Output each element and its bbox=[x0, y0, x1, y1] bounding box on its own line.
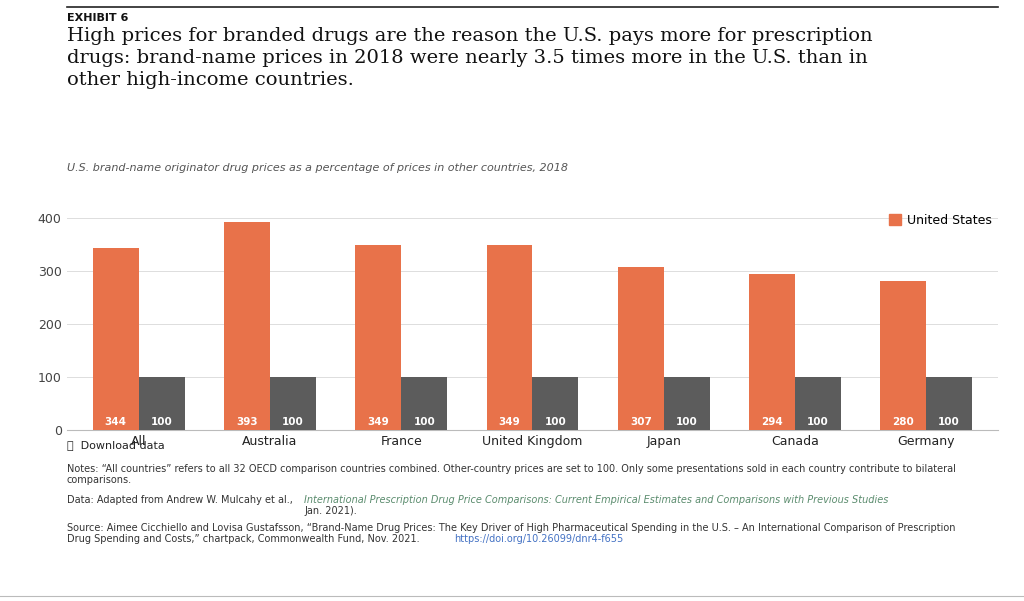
Text: Drug Spending and Costs,” chartpack, Commonwealth Fund, Nov. 2021.: Drug Spending and Costs,” chartpack, Com… bbox=[67, 534, 422, 544]
Text: 100: 100 bbox=[807, 417, 828, 427]
Bar bbox=[138, 377, 184, 430]
Text: Jan. 2021).: Jan. 2021). bbox=[304, 506, 357, 516]
Bar bbox=[224, 222, 270, 430]
Text: 100: 100 bbox=[938, 417, 961, 427]
Text: 100: 100 bbox=[545, 417, 566, 427]
Text: 344: 344 bbox=[104, 417, 127, 427]
Text: 100: 100 bbox=[282, 417, 304, 427]
Text: 294: 294 bbox=[761, 417, 783, 427]
Text: 349: 349 bbox=[499, 417, 520, 427]
Text: 280: 280 bbox=[892, 417, 914, 427]
Bar bbox=[401, 377, 447, 430]
Legend: United States: United States bbox=[889, 213, 992, 227]
Bar bbox=[664, 377, 710, 430]
Text: High prices for branded drugs are the reason the U.S. pays more for prescription: High prices for branded drugs are the re… bbox=[67, 27, 872, 90]
Bar bbox=[486, 245, 532, 430]
Text: 100: 100 bbox=[151, 417, 173, 427]
Text: Data: Adapted from Andrew W. Mulcahy et al.,: Data: Adapted from Andrew W. Mulcahy et … bbox=[67, 495, 296, 505]
Text: ⤓  Download data: ⤓ Download data bbox=[67, 440, 164, 450]
Text: 307: 307 bbox=[630, 417, 651, 427]
Text: 349: 349 bbox=[368, 417, 389, 427]
Bar bbox=[927, 377, 972, 430]
Text: 393: 393 bbox=[237, 417, 258, 427]
Text: EXHIBIT 6: EXHIBIT 6 bbox=[67, 13, 128, 23]
Bar bbox=[881, 281, 927, 430]
Bar bbox=[355, 245, 401, 430]
Text: https://doi.org/10.26099/dnr4-f655: https://doi.org/10.26099/dnr4-f655 bbox=[454, 534, 623, 544]
Text: International Prescription Drug Price Comparisons: Current Empirical Estimates a: International Prescription Drug Price Co… bbox=[304, 495, 889, 505]
Bar bbox=[93, 248, 138, 430]
Bar bbox=[749, 274, 795, 430]
Bar bbox=[270, 377, 316, 430]
Text: 100: 100 bbox=[414, 417, 435, 427]
Text: comparisons.: comparisons. bbox=[67, 475, 132, 485]
Text: Source: Aimee Cicchiello and Lovisa Gustafsson, “Brand-Name Drug Prices: The Key: Source: Aimee Cicchiello and Lovisa Gust… bbox=[67, 523, 955, 533]
Bar bbox=[532, 377, 579, 430]
Bar bbox=[795, 377, 841, 430]
Text: U.S. brand-name originator drug prices as a percentage of prices in other countr: U.S. brand-name originator drug prices a… bbox=[67, 163, 567, 174]
Text: 100: 100 bbox=[676, 417, 697, 427]
Text: Notes: “All countries” refers to all 32 OECD comparison countries combined. Othe: Notes: “All countries” refers to all 32 … bbox=[67, 464, 955, 474]
Bar bbox=[617, 267, 664, 430]
